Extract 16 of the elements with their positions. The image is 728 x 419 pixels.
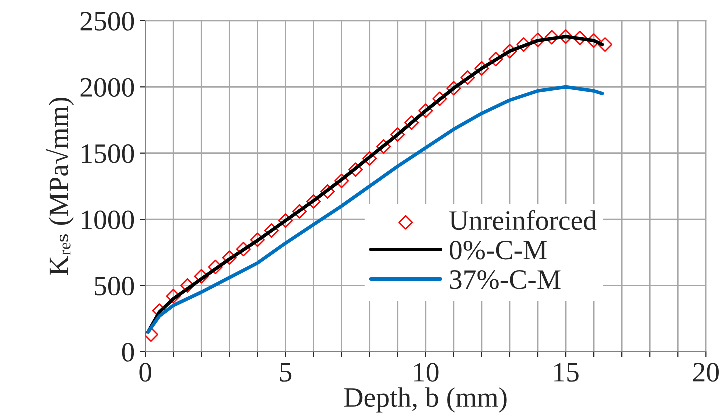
- y-tick-label: 0: [122, 343, 134, 362]
- y-axis-title: Kᵣₑₛ (MPa√mm): [46, 98, 74, 276]
- x-tick-label: 0: [140, 363, 152, 382]
- y-tick-label: 2000: [80, 78, 134, 98]
- x-tick-label: 15: [554, 363, 579, 382]
- y-tick-label: 1500: [82, 144, 134, 164]
- legend-label: 0%-C-M: [450, 240, 547, 260]
- y-tick-label: 500: [95, 276, 134, 296]
- x-axis-title: Depth, b (mm): [344, 388, 507, 413]
- y-tick-label: 1000: [82, 210, 134, 230]
- y-tick-label: 2500: [80, 12, 134, 31]
- legend-label: 37%-C-M: [450, 270, 561, 290]
- x-tick-label: 5: [280, 363, 292, 382]
- x-tick-label: 10: [414, 363, 439, 382]
- x-tick-label: 20: [693, 363, 719, 382]
- legend-label: Unreinforced: [450, 210, 597, 230]
